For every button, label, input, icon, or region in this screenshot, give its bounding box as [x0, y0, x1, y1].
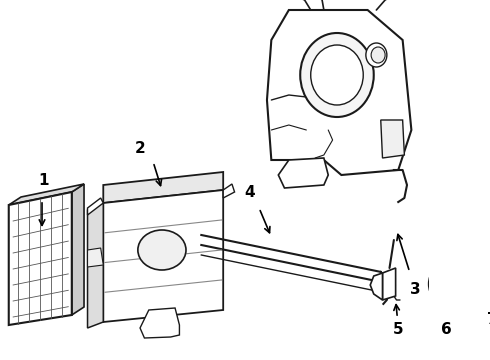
Polygon shape — [9, 184, 84, 205]
Circle shape — [429, 264, 464, 304]
Polygon shape — [488, 267, 490, 278]
Polygon shape — [383, 268, 395, 300]
Text: 6: 6 — [441, 323, 452, 338]
Polygon shape — [140, 308, 179, 338]
Polygon shape — [381, 120, 404, 158]
Polygon shape — [88, 203, 103, 328]
Text: 1: 1 — [39, 172, 49, 188]
Circle shape — [300, 33, 374, 117]
Polygon shape — [267, 10, 412, 175]
Polygon shape — [88, 248, 103, 267]
Circle shape — [437, 273, 456, 295]
Polygon shape — [278, 158, 328, 188]
Circle shape — [371, 47, 385, 63]
Polygon shape — [88, 198, 103, 215]
Polygon shape — [9, 192, 72, 325]
Circle shape — [311, 45, 363, 105]
Text: 7: 7 — [487, 312, 490, 328]
Circle shape — [366, 43, 387, 67]
Text: 2: 2 — [135, 140, 146, 156]
Text: 5: 5 — [393, 323, 404, 338]
Polygon shape — [103, 190, 223, 322]
Polygon shape — [72, 184, 84, 315]
Text: 4: 4 — [244, 185, 255, 199]
Polygon shape — [370, 273, 383, 300]
Ellipse shape — [138, 230, 186, 270]
Polygon shape — [103, 172, 223, 203]
Polygon shape — [486, 262, 490, 290]
Text: 3: 3 — [411, 283, 421, 297]
Polygon shape — [223, 184, 235, 198]
